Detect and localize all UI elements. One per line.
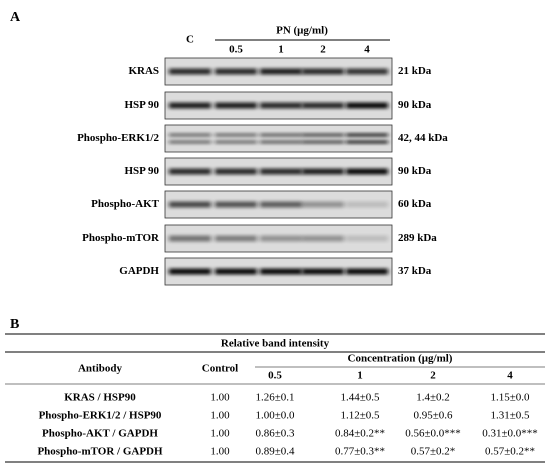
band <box>215 133 257 137</box>
protein-label: KRAS <box>128 65 159 77</box>
table-cell: 0.57±0.2* <box>411 446 456 458</box>
control-label: C <box>186 34 194 46</box>
band <box>215 168 257 175</box>
size-label: 90 kDa <box>398 99 432 111</box>
band <box>302 68 344 75</box>
band <box>260 133 302 137</box>
column-header: Concentration (μg/ml) <box>348 353 453 365</box>
size-label: 42, 44 kDa <box>398 132 448 144</box>
band <box>302 140 344 144</box>
size-label: 21 kDa <box>398 65 432 77</box>
table-cell: 0.31±0.0*** <box>482 428 538 440</box>
band <box>215 140 257 144</box>
concentration-label: 0.5 <box>229 44 243 56</box>
blot <box>164 124 393 153</box>
table-cell: 1.26±0.1 <box>255 392 294 404</box>
table-cell: 0.95±0.6 <box>413 410 453 422</box>
row-label: KRAS / HSP90 <box>64 392 136 404</box>
table-cell: 1.00 <box>210 428 230 440</box>
table-cell: 0.86±0.3 <box>255 428 295 440</box>
row-label: Phospho-ERK1/2 / HSP90 <box>39 410 162 422</box>
band <box>169 133 211 137</box>
table-cell: 0.84±0.2** <box>335 428 385 440</box>
band <box>346 235 388 242</box>
size-label: 90 kDa <box>398 165 432 177</box>
band <box>346 201 388 208</box>
band <box>260 140 302 144</box>
band <box>346 140 388 144</box>
panel-label: A <box>10 10 21 25</box>
table-cell: 1.44±0.5 <box>340 392 380 404</box>
band <box>260 235 302 242</box>
band <box>302 168 344 175</box>
panel-label: B <box>10 317 19 332</box>
column-header: 4 <box>507 370 513 382</box>
concentration-label: 4 <box>364 44 370 56</box>
band <box>215 68 257 75</box>
concentration-label: 2 <box>320 44 326 56</box>
band <box>302 102 344 109</box>
band <box>346 133 388 137</box>
column-header: 2 <box>430 370 436 382</box>
row-label: Phospho-mTOR / GAPDH <box>37 446 163 458</box>
protein-label: GAPDH <box>119 265 159 277</box>
band <box>302 201 344 208</box>
size-label: 60 kDa <box>398 198 432 210</box>
band <box>346 68 388 75</box>
band <box>346 168 388 175</box>
protein-label: HSP 90 <box>124 165 159 177</box>
table-cell: 1.15±0.0 <box>490 392 530 404</box>
band <box>346 102 388 109</box>
band <box>215 268 257 275</box>
band <box>169 168 211 175</box>
column-header: 1 <box>357 370 363 382</box>
size-label: 37 kDa <box>398 265 432 277</box>
band <box>260 268 302 275</box>
band <box>260 168 302 175</box>
table-cell: 1.31±0.5 <box>490 410 530 422</box>
band <box>302 268 344 275</box>
band <box>302 235 344 242</box>
table-cell: 1.00 <box>210 446 230 458</box>
band <box>346 268 388 275</box>
band <box>215 235 257 242</box>
table-cell: 0.56±0.0*** <box>405 428 461 440</box>
band <box>302 133 344 137</box>
band <box>260 102 302 109</box>
band <box>215 201 257 208</box>
protein-label: Phospho-mTOR <box>82 232 160 244</box>
band <box>169 201 211 208</box>
band <box>169 235 211 242</box>
table-title: Relative band intensity <box>221 338 330 350</box>
protein-label: Phospho-AKT <box>91 198 160 210</box>
table-cell: 0.89±0.4 <box>255 446 295 458</box>
band <box>260 68 302 75</box>
size-label: 289 kDa <box>398 232 437 244</box>
table-cell: 1.12±0.5 <box>340 410 380 422</box>
table-cell: 0.57±0.2** <box>485 446 535 458</box>
table-cell: 0.77±0.3** <box>335 446 385 458</box>
column-header: Antibody <box>78 363 123 375</box>
column-header: Control <box>202 363 238 375</box>
band <box>169 102 211 109</box>
table-cell: 1.00±0.0 <box>255 410 295 422</box>
treatment-label: PN (μg/ml) <box>276 25 328 37</box>
band <box>169 68 211 75</box>
band <box>260 201 302 208</box>
table-cell: 1.4±0.2 <box>416 392 450 404</box>
band <box>169 268 211 275</box>
table-cell: 1.00 <box>210 392 230 404</box>
band <box>169 140 211 144</box>
protein-label: Phospho-ERK1/2 <box>77 132 159 144</box>
protein-label: HSP 90 <box>124 99 159 111</box>
band <box>215 102 257 109</box>
concentration-label: 1 <box>278 44 284 56</box>
row-label: Phospho-AKT / GAPDH <box>42 428 158 440</box>
column-header: 0.5 <box>268 370 282 382</box>
table-cell: 1.00 <box>210 410 230 422</box>
